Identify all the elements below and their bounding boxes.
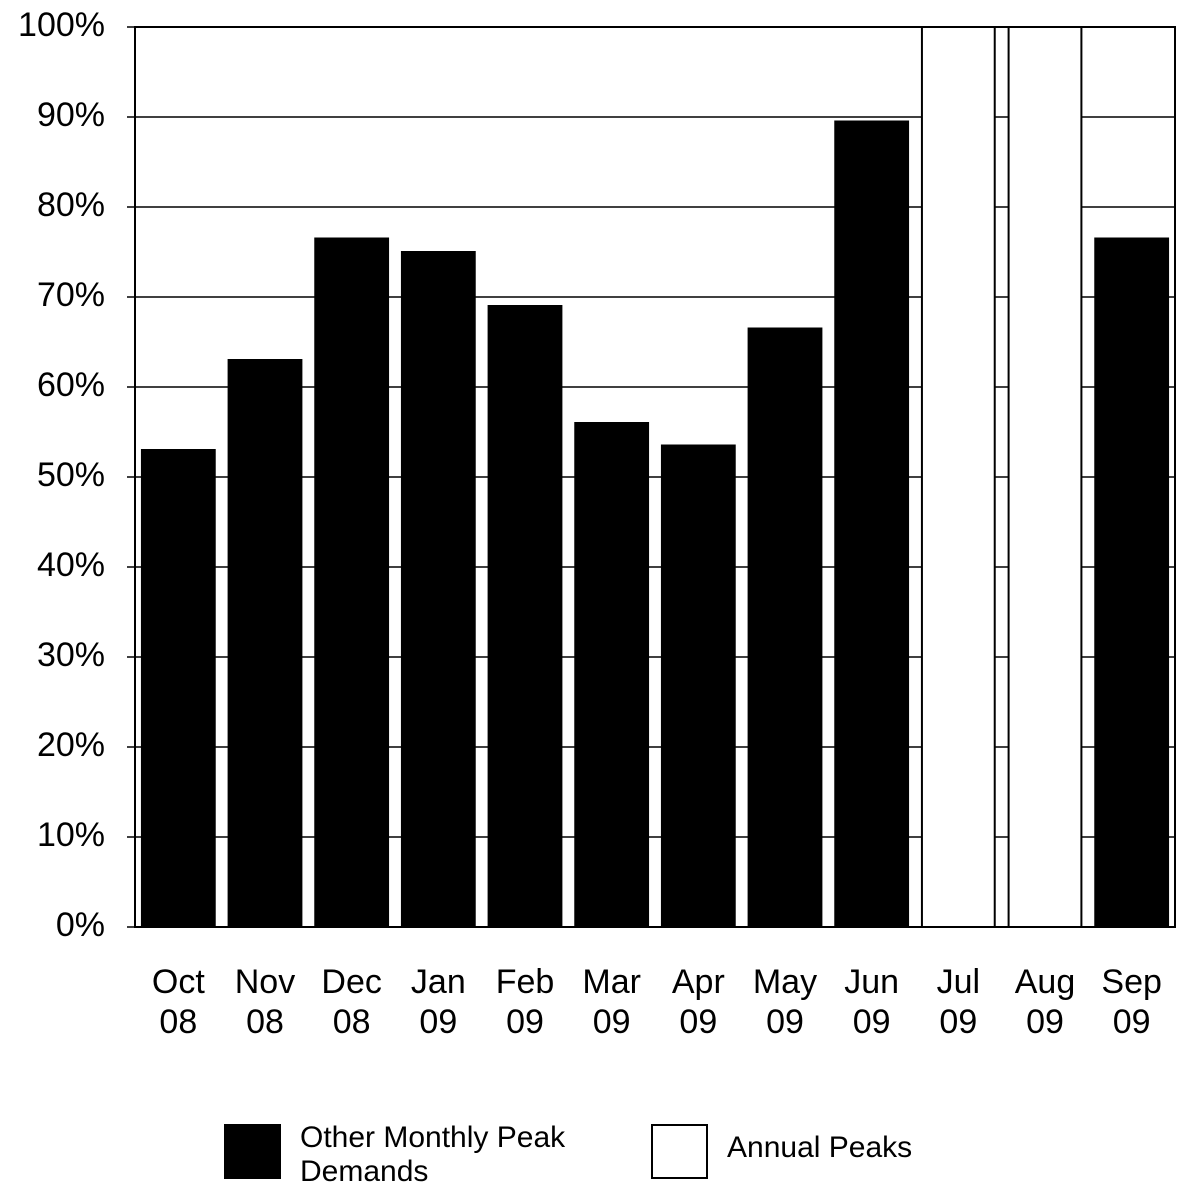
plot-border bbox=[134, 26, 1176, 928]
x-tick-label: Jan 09 bbox=[410, 963, 466, 1041]
bar bbox=[140, 449, 216, 928]
y-tick-label: 60% bbox=[37, 366, 105, 404]
bar bbox=[834, 120, 910, 928]
y-tick-label: 30% bbox=[37, 636, 105, 674]
x-tick-label: Nov 08 bbox=[234, 963, 296, 1041]
bar bbox=[487, 305, 563, 928]
legend-swatch bbox=[224, 1124, 281, 1179]
x-tick-label: May 09 bbox=[752, 963, 818, 1041]
bar bbox=[747, 327, 823, 928]
y-tick-label: 80% bbox=[37, 186, 105, 224]
x-tick-label: Feb 09 bbox=[495, 963, 555, 1041]
bar bbox=[920, 26, 996, 928]
bar bbox=[574, 422, 650, 928]
x-tick-label: Jul 09 bbox=[936, 963, 981, 1041]
x-tick-label: Sep 09 bbox=[1101, 963, 1162, 1041]
y-tick-label: 20% bbox=[37, 726, 105, 764]
x-tick-label: Aug 09 bbox=[1014, 963, 1076, 1041]
legend-label: Other Monthly Peak Demands bbox=[300, 1121, 566, 1188]
x-tick-label: Mar 09 bbox=[582, 963, 641, 1041]
x-tick-label: Jun 09 bbox=[844, 963, 900, 1041]
y-tick-label: 10% bbox=[37, 816, 105, 854]
x-tick-label: Oct 08 bbox=[151, 963, 205, 1041]
bar bbox=[1094, 237, 1170, 928]
bar bbox=[1007, 26, 1083, 928]
bar bbox=[660, 444, 736, 928]
bar bbox=[227, 359, 303, 928]
legend-swatch bbox=[651, 1124, 708, 1179]
y-tick-label: 90% bbox=[37, 96, 105, 134]
y-tick-label: 0% bbox=[56, 906, 105, 944]
y-tick-label: 50% bbox=[37, 456, 105, 494]
bar bbox=[400, 251, 476, 928]
x-tick-label: Dec 08 bbox=[321, 963, 382, 1041]
y-tick-label: 70% bbox=[37, 276, 105, 314]
y-tick-label: 100% bbox=[18, 6, 105, 44]
x-tick-label: Apr 09 bbox=[671, 963, 725, 1041]
legend-label: Annual Peaks bbox=[727, 1131, 913, 1164]
y-tick-label: 40% bbox=[37, 546, 105, 584]
bar bbox=[314, 237, 390, 928]
